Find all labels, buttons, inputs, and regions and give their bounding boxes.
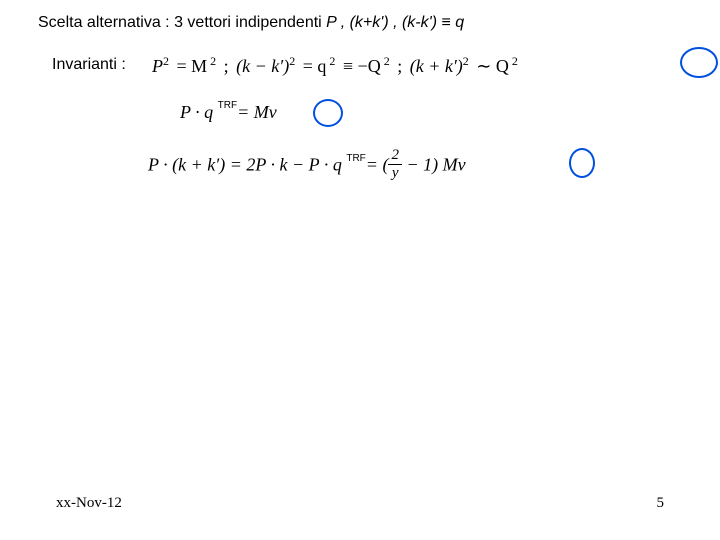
alt-choice-vectors: P , (k+k') , (k-k') ≡ q (326, 14, 464, 31)
alt-choice-prefix: Scelta alternativa : 3 vettori indipende… (38, 14, 326, 31)
footer-page: 5 (657, 495, 665, 512)
highlight-circle-nu (313, 99, 343, 127)
highlight-circle-q2 (680, 47, 718, 78)
invariants-label: Invarianti : (52, 56, 126, 74)
footer-date: xx-Nov-12 (56, 495, 122, 512)
invariants-equation-2: P · q TRF= Mν (180, 102, 277, 123)
highlight-circle-y (569, 148, 595, 178)
alt-choice-line: Scelta alternativa : 3 vettori indipende… (38, 14, 464, 32)
invariants-equation-1: P2 = M2 ; (k − k′)2 = q2 ≡ −Q2 ; (k + k′… (152, 54, 518, 77)
invariants-equation-3: P · (k + k′) = 2P · k − P · q TRF= (2y −… (148, 150, 466, 183)
